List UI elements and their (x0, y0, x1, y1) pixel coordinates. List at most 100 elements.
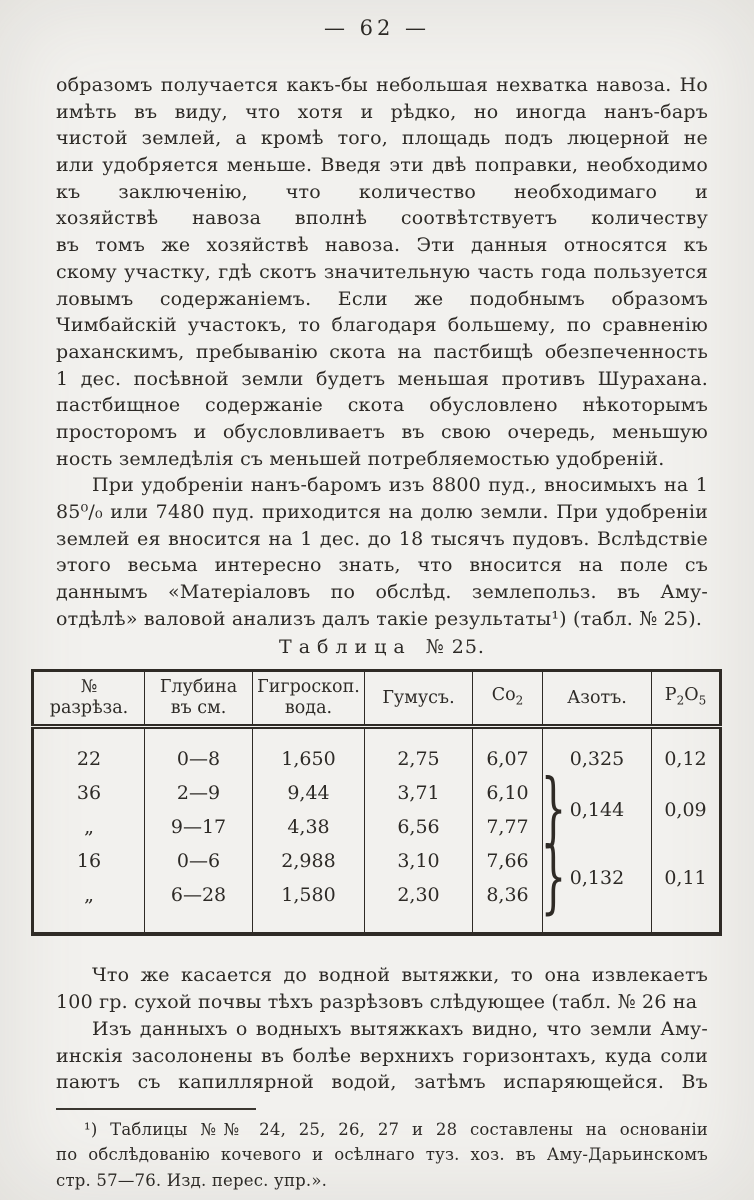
cell-azot-merged: } 0,132 (541, 830, 652, 923)
text-line: ловымъ содержаніемъ. Если же подобнымъ о… (56, 287, 708, 310)
header-line: вода. (284, 698, 333, 719)
cell-p2o5-merged: 0,11 (651, 844, 721, 913)
table-title-word: Таблица (279, 636, 412, 659)
cell-co2: 6,10 (472, 776, 543, 811)
page-number: — 62 — (323, 16, 431, 40)
text-line: даннымъ «Матеріаловъ по обслѣд. землепол… (56, 581, 708, 604)
cell-razrez: „ (84, 816, 94, 839)
cell-depth: 0—8 (144, 742, 253, 777)
cell-depth: 6—28 (144, 878, 253, 913)
table-row: „ 6—28 1,580 2,30 8,36 (33, 878, 721, 913)
text-line: При удобреніи нанъ-баромъ изъ 8800 пуд.,… (92, 474, 708, 497)
text-line: имѣть въ виду, что хотя и рѣдко, но иног… (56, 100, 708, 123)
merged-value: 0,144 (569, 799, 625, 822)
header-line: Гигроскоп. (257, 677, 360, 698)
text-line: ность земледѣлія съ меньшей потребляемос… (56, 447, 665, 470)
cell-hygro: 1,650 (252, 742, 365, 777)
cell-azot-merged: } 0,144 (541, 762, 652, 855)
col-header-razrez: № разрѣза. (32, 670, 145, 730)
cell-humus: 3,10 (364, 844, 473, 879)
text-line: пастбищное содержаніе скота обусловлено … (56, 394, 708, 417)
cell-hygro: 1,580 (252, 878, 365, 913)
grouping-brace: } (540, 830, 567, 924)
merged-value: 0,132 (569, 867, 625, 890)
text-line: 85⁰/₀ или 7480 пуд. приходится на долю з… (56, 501, 708, 523)
footnote: ¹) Таблицы №№ 24, 25, 26, 27 и 28 состав… (56, 1117, 708, 1194)
text-line: Чимбайскій участокъ, то благодаря больше… (56, 314, 708, 337)
table-row: 22 0—8 1,650 2,75 6,07 0,325 0,12 (33, 742, 721, 777)
header-line: Глубина (159, 677, 238, 698)
cell-razrez: 22 (76, 748, 102, 771)
footnote-line: стр. 57—76. Изд. перес. упр.». (56, 1170, 328, 1190)
col-header-humus: Гумусъ. (364, 670, 473, 730)
text-line: образомъ получается какъ-бы небольшая не… (56, 74, 708, 96)
table-row: „ 9—17 4,38 6,56 7,77 (33, 810, 721, 845)
table-row: 16 0—6 2,988 3,10 7,66 } 0,132 0,11 (33, 830, 721, 923)
cell-p2o5: 0,12 (651, 742, 721, 777)
header-line: разрѣза. (49, 698, 129, 719)
cell-depth: 9—17 (144, 810, 253, 845)
text-line: Что же касается до водной вытяжки, то он… (92, 964, 708, 987)
table-title: Таблица № 25. (56, 634, 708, 661)
formula-subscript: 2 (515, 693, 524, 708)
text-line: скому участку, гдѣ скотъ значительную ча… (56, 260, 708, 283)
cell-razrez: 36 (76, 782, 102, 805)
cell-depth: 2—9 (144, 776, 253, 811)
cell-co2: 7,66 (472, 844, 543, 879)
table-header-row: № разрѣза. Глубина въ см. Гигроскоп. вод… (32, 670, 721, 730)
col-header-depth: Глубина въ см. (144, 670, 253, 730)
cell-humus: 6,56 (364, 810, 473, 845)
formula-subscript: 5 (698, 693, 707, 708)
text-line: отдѣлѣ» валовой анализъ далъ такіе резул… (56, 607, 703, 630)
text-line: въ томъ же хозяйствѣ навоза. Эти данныя … (56, 234, 708, 257)
text-line: этого весьма интересно знать, что вносит… (56, 554, 708, 577)
cell-co2: 7,77 (472, 810, 543, 845)
paragraph-2: При удобреніи нанъ-баромъ изъ 8800 пуд.,… (56, 472, 708, 632)
formula-subscript: 2 (676, 693, 685, 708)
text-line: 1 дес. посѣвной земли будетъ меньшая про… (56, 367, 708, 390)
text-line: Изъ данныхъ о водныхъ вытяжкахъ видно, ч… (92, 1017, 708, 1040)
header-line: № (80, 677, 98, 698)
spacer-row (33, 726, 721, 743)
text-line: чистой землей, а кромѣ того, площадь под… (56, 127, 708, 150)
cell-p2o5-merged: 0,09 (651, 776, 721, 845)
cell-humus: 2,30 (364, 878, 473, 913)
analysis-table: № разрѣза. Глубина въ см. Гигроскоп. вод… (31, 669, 722, 937)
paragraph-1: образомъ получается какъ-бы небольшая не… (56, 72, 708, 472)
paragraph-4: Изъ данныхъ о водныхъ вытяжкахъ видно, ч… (56, 1016, 708, 1096)
text-line: къ заключенію, что количество необходима… (56, 180, 708, 203)
cell-humus: 2,75 (364, 742, 473, 777)
cell-hygro: 4,38 (252, 810, 365, 845)
cell-co2: 8,36 (472, 878, 543, 913)
footnote-divider (56, 1107, 256, 1110)
cell-azot: 0,325 (542, 742, 652, 777)
cell-hygro: 2,988 (252, 844, 365, 879)
text-line: раханскимъ, пребыванію скота на пастбищѣ… (56, 340, 708, 363)
formula-text: Co (491, 685, 516, 706)
cell-razrez: „ (84, 884, 94, 907)
cell-hygro: 9,44 (252, 776, 365, 811)
footnote-line: по обслѣдованію кочевого и осѣлнаго туз.… (56, 1145, 708, 1165)
cell-co2: 6,07 (472, 742, 543, 777)
grouping-brace: } (540, 762, 567, 856)
table-row: 36 2—9 9,44 3,71 6,10 } 0,144 0,09 (33, 762, 721, 855)
footnote-line: ¹) Таблицы №№ 24, 25, 26, 27 и 28 состав… (84, 1119, 708, 1139)
col-header-azot: Азотъ. (542, 670, 652, 730)
formula-text: O (684, 685, 699, 706)
cell-razrez: 16 (76, 850, 102, 873)
col-header-p2o5: P2O5 (651, 670, 721, 730)
header-line: въ см. (170, 698, 227, 719)
spacer-row (33, 912, 721, 935)
col-header-co2: Co2 (472, 670, 543, 730)
cell-humus: 3,71 (364, 776, 473, 811)
paragraph-3: Что же касается до водной вытяжки, то он… (56, 962, 708, 1015)
text-line: паютъ съ капиллярной водой, затѣмъ испар… (56, 1071, 708, 1094)
text-line: просторомъ и обусловливаетъ въ свою очер… (56, 420, 708, 443)
text-line: или удобряется меньше. Введя эти двѣ поп… (56, 154, 708, 177)
text-line: землей ея вносится на 1 дес. до 18 тысяч… (56, 527, 708, 550)
cell-depth: 0—6 (144, 844, 253, 879)
formula-text: P (664, 685, 677, 706)
text-block: образомъ получается какъ-бы небольшая не… (31, 72, 722, 1194)
col-header-hygro: Гигроскоп. вода. (252, 670, 365, 730)
